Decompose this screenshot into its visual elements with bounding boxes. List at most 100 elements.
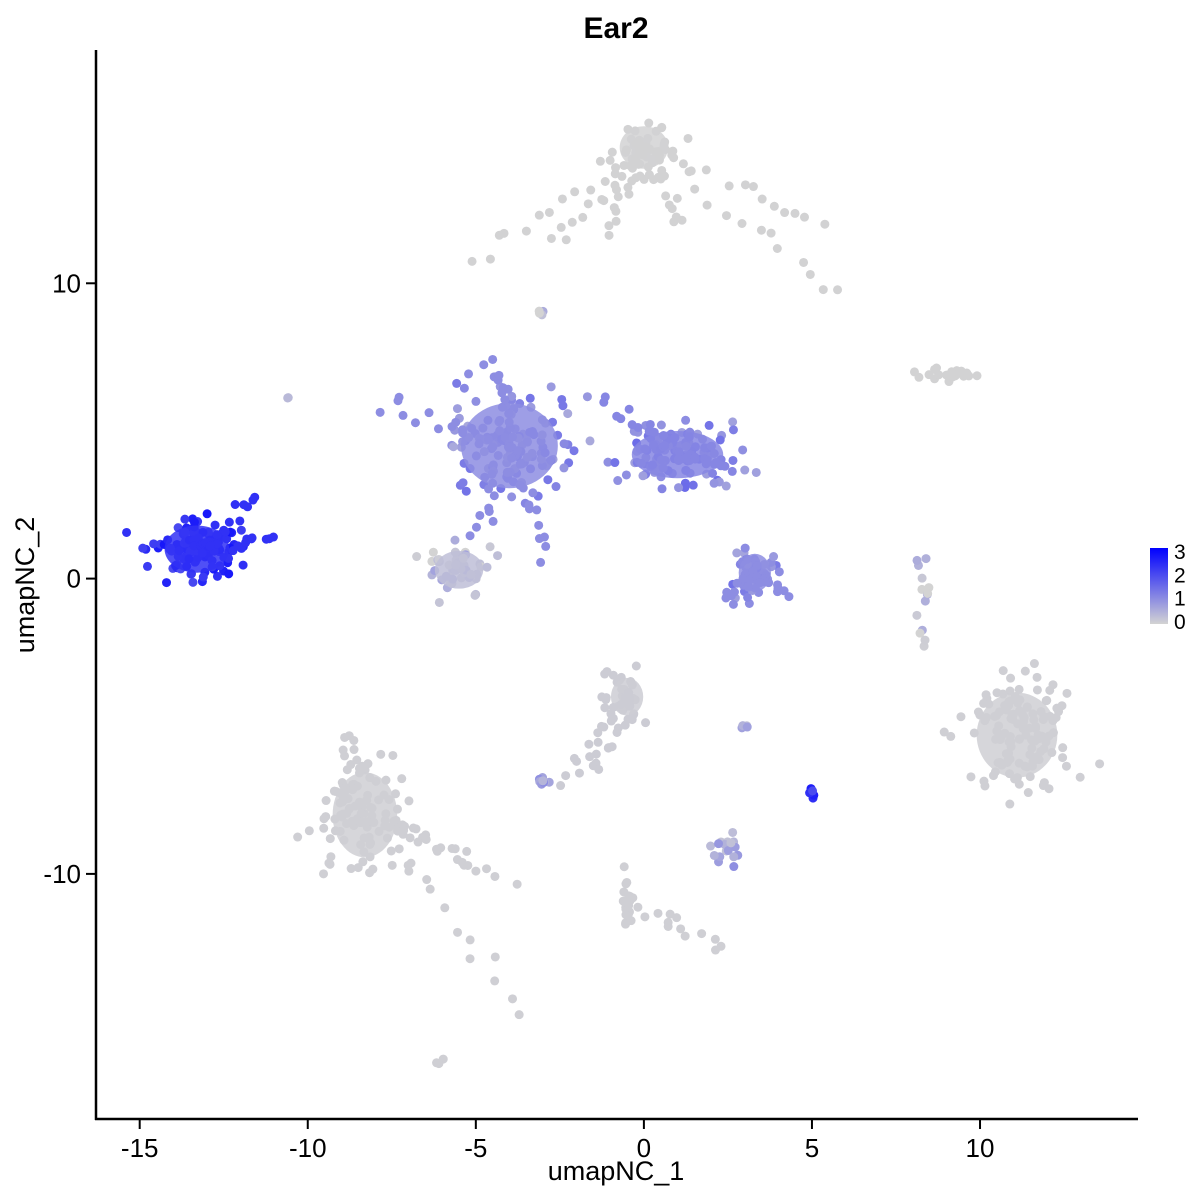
data-point	[661, 191, 671, 201]
data-point	[716, 941, 726, 951]
data-point	[534, 520, 544, 530]
data-point	[599, 722, 609, 732]
data-point	[1042, 695, 1052, 705]
data-point	[607, 715, 617, 725]
data-point	[505, 442, 515, 452]
data-point	[567, 217, 577, 227]
data-point	[534, 308, 544, 318]
data-point	[625, 701, 635, 711]
data-point	[432, 844, 442, 854]
data-point	[471, 396, 481, 406]
data-point	[470, 590, 480, 600]
data-point	[205, 541, 215, 551]
data-point	[597, 194, 607, 204]
data-point	[490, 952, 500, 962]
data-point	[451, 417, 461, 427]
data-point	[660, 441, 670, 451]
data-point	[972, 371, 982, 381]
data-point	[944, 377, 954, 387]
data-point	[485, 542, 495, 552]
data-point	[578, 212, 588, 222]
data-point	[939, 727, 949, 737]
data-point	[321, 796, 331, 806]
data-point	[355, 818, 365, 828]
data-point	[538, 776, 548, 786]
data-point	[784, 592, 794, 602]
data-point	[487, 469, 497, 479]
data-point	[458, 428, 468, 438]
data-point	[561, 771, 571, 781]
data-point	[706, 841, 716, 851]
data-point	[471, 522, 481, 532]
data-point	[189, 541, 199, 551]
data-point	[772, 244, 782, 254]
data-point	[600, 703, 610, 713]
data-point	[319, 869, 329, 879]
data-point	[586, 185, 596, 195]
data-point	[453, 927, 463, 937]
data-point	[653, 908, 663, 918]
y-tick-label: 0	[67, 564, 81, 594]
data-point	[534, 210, 544, 220]
data-point	[458, 478, 468, 488]
data-point	[723, 846, 733, 856]
data-point	[1095, 759, 1105, 769]
legend-colorbar	[1150, 548, 1168, 624]
data-point	[514, 1010, 524, 1020]
data-point	[603, 743, 613, 753]
data-point	[493, 551, 503, 561]
data-point	[528, 488, 538, 498]
data-point	[594, 764, 604, 774]
data-point	[729, 852, 739, 862]
data-point	[475, 510, 485, 520]
data-point	[319, 814, 329, 824]
data-point	[740, 465, 750, 475]
data-point	[912, 555, 922, 565]
data-point	[710, 934, 720, 944]
data-point	[701, 459, 711, 469]
data-point	[404, 796, 414, 806]
data-point	[556, 222, 566, 232]
data-point	[424, 408, 434, 418]
data-point	[474, 439, 484, 449]
data-point	[197, 548, 207, 558]
data-point	[619, 160, 629, 170]
data-point	[495, 426, 505, 436]
data-point	[212, 571, 222, 581]
data-point	[709, 850, 719, 860]
data-point	[412, 552, 422, 562]
data-point	[387, 860, 397, 870]
legend-label: 1	[1174, 588, 1186, 611]
data-point	[607, 147, 617, 157]
data-point	[669, 153, 679, 163]
data-point	[728, 599, 738, 609]
data-point	[338, 745, 348, 755]
data-point	[631, 661, 641, 671]
data-point	[340, 732, 350, 742]
data-point	[672, 913, 682, 923]
data-point	[461, 486, 471, 496]
data-point	[524, 504, 534, 514]
data-point	[236, 525, 246, 535]
data-point	[732, 548, 742, 558]
data-point	[757, 194, 767, 204]
data-point	[149, 539, 159, 549]
data-point	[740, 543, 750, 553]
data-point	[728, 417, 738, 427]
data-point	[923, 588, 933, 598]
data-point	[497, 402, 507, 412]
x-tick-label: 5	[805, 1133, 819, 1163]
data-point	[494, 230, 504, 240]
data-point	[609, 203, 619, 213]
data-point	[743, 592, 753, 602]
data-point	[561, 235, 571, 245]
data-point	[688, 480, 698, 490]
data-point	[462, 846, 472, 856]
data-point	[354, 768, 364, 778]
data-point	[643, 162, 653, 172]
data-point	[507, 453, 517, 463]
data-point	[1005, 799, 1015, 809]
data-point	[583, 199, 593, 209]
data-point	[557, 194, 567, 204]
data-point	[428, 547, 438, 557]
